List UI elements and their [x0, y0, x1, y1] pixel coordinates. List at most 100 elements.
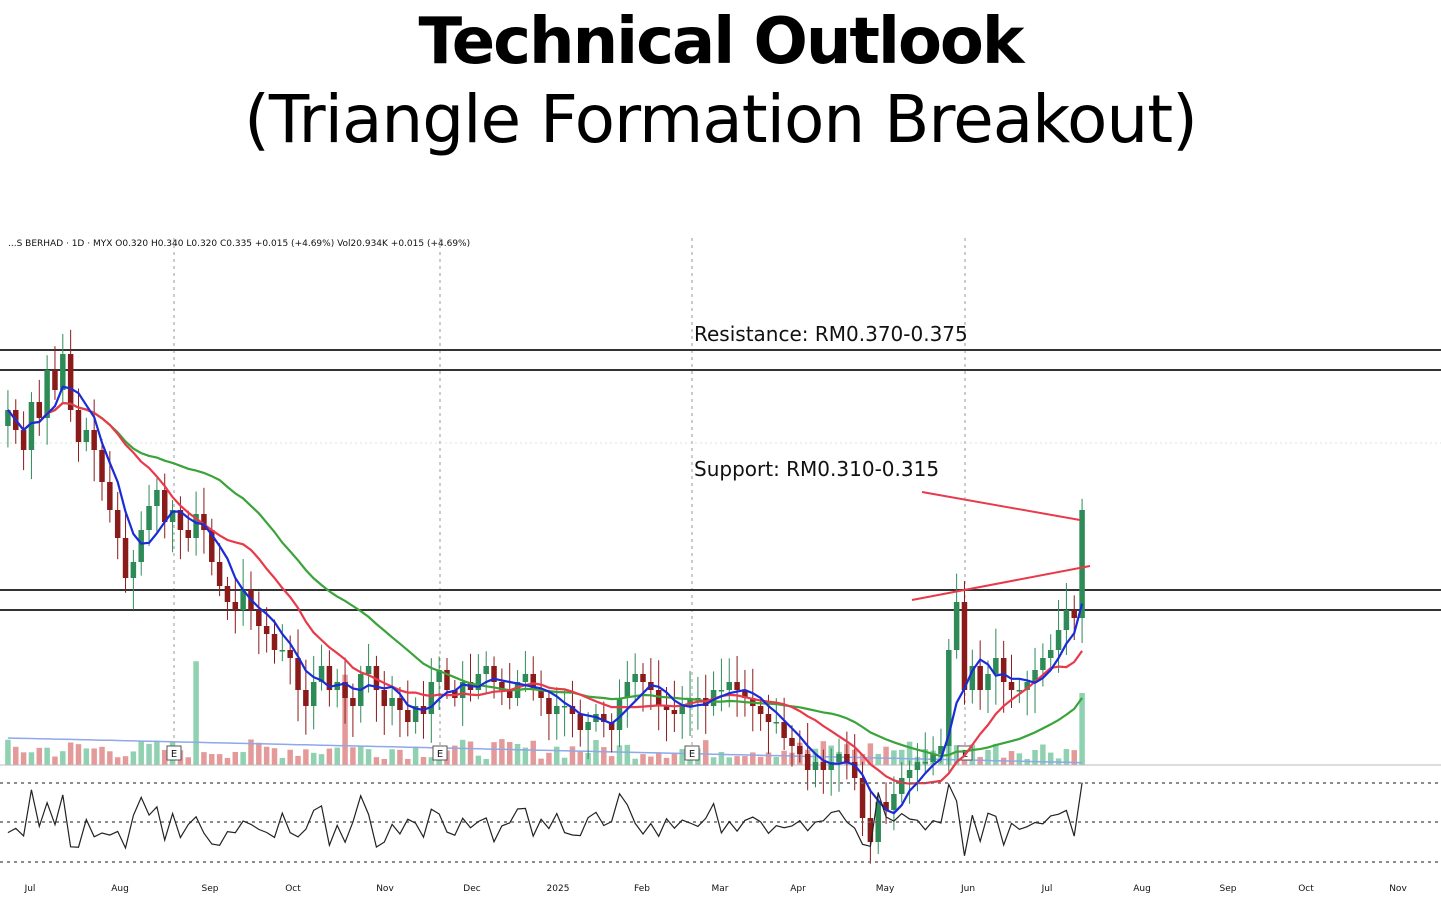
candle — [326, 666, 333, 690]
volume-bar — [734, 756, 740, 765]
volume-bar — [953, 745, 960, 765]
x-tick-label: 2025 — [547, 884, 570, 894]
candle — [797, 746, 803, 754]
candle — [91, 430, 97, 450]
volume-bar — [883, 746, 889, 765]
candle — [107, 482, 113, 510]
volume-bar — [491, 742, 497, 765]
rsi-line — [7, 782, 1083, 856]
candle — [953, 602, 960, 650]
volume-bar — [530, 740, 536, 765]
candle — [428, 682, 435, 714]
volume-bar — [271, 748, 278, 765]
volume-bar — [193, 661, 199, 765]
candle — [44, 370, 50, 418]
candle — [522, 674, 529, 682]
earnings-marker: E — [689, 749, 695, 760]
triangle-lower-trendline — [911, 565, 1091, 601]
ticker-line: ...S BERHAD · 1D · MYX O0.320 H0.340 L0.… — [8, 239, 470, 249]
rsi-panel — [0, 782, 1441, 863]
volume-bar — [1047, 752, 1054, 765]
candle — [1000, 658, 1007, 682]
candle — [350, 698, 356, 706]
candle — [36, 402, 43, 418]
candle — [52, 370, 58, 390]
candle — [875, 802, 881, 842]
candle — [961, 602, 968, 690]
candle — [742, 690, 748, 698]
volume-bar — [83, 748, 90, 765]
candle — [436, 670, 442, 682]
candle — [608, 722, 615, 730]
page-subtitle: (Triangle Formation Breakout) — [244, 81, 1198, 158]
candle — [765, 714, 772, 722]
x-tick-label: Jun — [960, 884, 975, 894]
volume-bar — [640, 754, 646, 765]
volume-bar — [726, 757, 732, 765]
volume-bar — [256, 742, 262, 765]
volume-bar — [781, 750, 787, 765]
volume-bar — [310, 752, 317, 765]
volume-bar — [616, 745, 623, 765]
candle — [899, 778, 905, 794]
volume-bar — [679, 749, 685, 765]
candle — [389, 698, 395, 706]
volume-bar — [107, 751, 113, 765]
earnings-marker-box — [166, 745, 182, 761]
volume-bar — [757, 756, 764, 765]
x-tick-label: Sep — [1220, 884, 1237, 894]
volume-bar — [867, 743, 874, 765]
candle — [444, 670, 450, 690]
x-tick-label: Jul — [1041, 884, 1053, 894]
candle — [279, 650, 286, 652]
volume-bar — [209, 754, 215, 765]
candle — [138, 530, 144, 562]
candle — [75, 410, 82, 442]
earnings-marker-box — [432, 745, 448, 761]
volume-bar — [232, 751, 239, 765]
volume-bar — [146, 743, 152, 765]
x-tick-label: May — [876, 884, 895, 894]
volume-bar — [295, 755, 301, 765]
sr-bands — [0, 349, 1441, 611]
candle — [969, 666, 976, 690]
candle — [867, 818, 874, 842]
x-tick-label: Aug — [1133, 884, 1151, 894]
candle — [154, 490, 160, 506]
volume-bar — [263, 746, 270, 765]
candle — [1055, 630, 1062, 650]
volume-bar — [577, 751, 584, 765]
volume-bar — [506, 742, 513, 765]
volume-bar — [326, 748, 333, 765]
volume-bar — [334, 747, 340, 765]
candle — [812, 762, 819, 770]
volume-bar — [483, 758, 489, 765]
volume-bar — [67, 742, 74, 765]
candle — [773, 722, 780, 724]
candle — [946, 650, 952, 746]
candle — [1071, 610, 1077, 618]
volume-bar — [1016, 753, 1023, 765]
candle — [310, 682, 317, 706]
volume-bar — [985, 749, 991, 765]
candle — [99, 450, 105, 482]
x-tick-label: Nov — [1389, 884, 1407, 894]
volume-bar — [420, 757, 427, 765]
candle — [655, 690, 662, 706]
volume-bar — [750, 752, 756, 765]
candle — [1047, 650, 1054, 658]
volume-bar — [5, 739, 11, 765]
candle — [687, 698, 693, 706]
volume-bar — [648, 756, 654, 765]
volume-bar — [114, 757, 121, 765]
earnings-marker-box — [684, 745, 700, 761]
volume-bar — [718, 751, 725, 765]
volume-bar — [412, 746, 419, 765]
candle — [216, 562, 223, 586]
candle — [201, 514, 207, 530]
volume-bar — [875, 753, 881, 765]
candle — [906, 770, 913, 778]
candle — [405, 710, 411, 722]
candle — [546, 698, 552, 714]
candle — [695, 698, 701, 700]
